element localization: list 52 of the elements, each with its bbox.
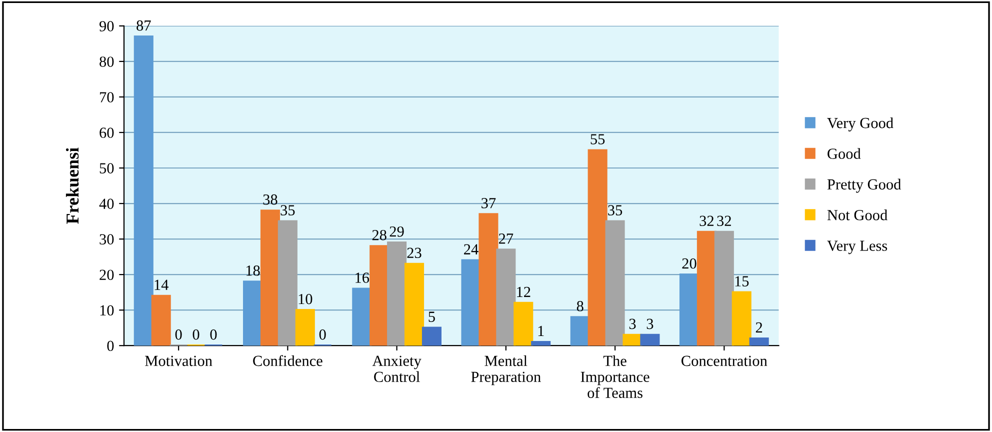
legend-label: Pretty Good [827,178,902,193]
data-label: 0 [319,329,326,340]
y-tick-label: 80 [100,56,114,67]
data-label: 3 [629,318,636,330]
y-tick-label: 60 [100,128,114,138]
data-label: 29 [390,226,404,237]
y-tick-label: 10 [100,305,114,316]
data-label: 32 [717,216,731,226]
x-tick-label: Concentration [682,356,768,366]
data-label: 0 [175,329,182,340]
x-tick-label: Mental Preparation [471,355,541,386]
data-label: 15 [735,276,749,286]
data-label: 1 [538,326,544,336]
legend-label: Good [828,148,861,159]
data-label: 14 [154,280,168,290]
data-label: 87 [136,20,151,31]
legend-label: Very Good [827,117,894,132]
data-label: 3 [646,318,654,330]
data-label: 18 [246,265,260,276]
y-tick-label: 20 [100,270,114,280]
data-label: 35 [280,205,295,216]
data-label: 24 [464,244,478,254]
data-label: 55 [590,134,605,144]
y-tick-label: 70 [100,92,114,102]
legend-label: Very Less [827,240,888,254]
x-tick-label: Anxiety Control [372,356,422,382]
data-label: 0 [192,329,200,340]
y-axis-title: Frekuensi [66,148,79,224]
legend-label: Not Good [827,210,888,220]
data-label: 20 [682,258,696,269]
data-label: 27 [498,234,514,244]
data-label: 12 [517,286,530,297]
data-label: 8 [576,300,584,312]
data-label: 5 [428,312,435,322]
y-tick-label: 30 [100,234,114,244]
x-tick-label: Motivation [145,356,212,366]
y-tick-label: 90 [99,21,114,32]
data-label: 0 [210,329,217,340]
data-label: 37 [482,198,496,208]
data-label: 23 [407,248,422,258]
y-tick-label: 0 [107,340,114,352]
x-tick-label: Confidence [253,355,322,366]
data-label: 10 [298,294,312,304]
x-tick-label: The Importance of Teams [580,355,650,398]
data-label: 35 [608,205,622,216]
data-label: 32 [700,216,714,226]
data-label: 28 [372,230,386,240]
y-tick-label: 40 [99,198,114,209]
y-tick-label: 50 [100,163,114,174]
data-label: 38 [263,194,278,205]
data-label: 2 [756,322,762,332]
data-label: 16 [356,272,370,283]
